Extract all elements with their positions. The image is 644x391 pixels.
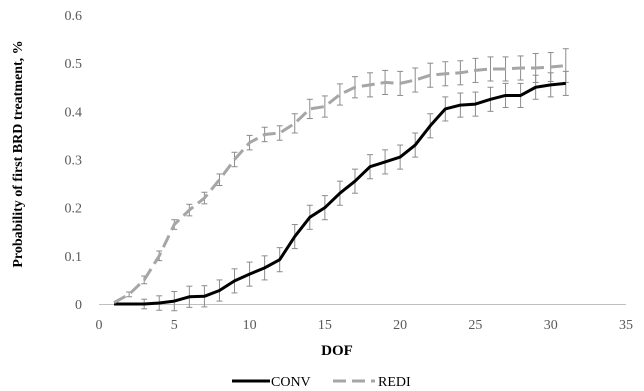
legend-label-conv: CONV bbox=[271, 375, 311, 390]
error-bar bbox=[487, 56, 494, 82]
error-bar bbox=[216, 173, 223, 187]
x-tick-label: 30 bbox=[544, 318, 558, 333]
x-axis-ticks: 0 5 10 15 20 25 30 35 bbox=[96, 318, 634, 333]
y-tick-label: 0.5 bbox=[65, 57, 83, 72]
y-tick-label: 0.6 bbox=[65, 9, 83, 24]
x-tick-label: 20 bbox=[393, 318, 407, 333]
error-bar bbox=[336, 83, 343, 106]
x-tick-label: 25 bbox=[468, 318, 482, 333]
error-bar bbox=[412, 67, 419, 93]
y-tick-label: 0.3 bbox=[65, 154, 83, 169]
x-tick-label: 10 bbox=[243, 318, 257, 333]
series-line-redi bbox=[113, 64, 566, 304]
error-bar bbox=[276, 125, 283, 141]
x-tick-label: 0 bbox=[96, 318, 103, 333]
x-tick-label: 35 bbox=[619, 318, 633, 333]
y-axis-title: Probability of first BRD treatment, % bbox=[11, 40, 26, 267]
y-tick-label: 0.1 bbox=[65, 250, 83, 265]
legend: CONV REDI bbox=[232, 375, 411, 390]
error-bar bbox=[321, 95, 328, 118]
error-bar bbox=[562, 48, 569, 83]
legend-label-redi: REDI bbox=[378, 375, 411, 390]
x-axis-title: DOF bbox=[321, 343, 353, 359]
x-tick-label: 15 bbox=[318, 318, 332, 333]
y-axis-ticks: 0 0.1 0.2 0.3 0.4 0.5 0.6 bbox=[65, 9, 83, 313]
x-tick-label: 5 bbox=[171, 318, 178, 333]
series-lines bbox=[113, 64, 566, 306]
error-bar bbox=[291, 113, 298, 134]
error-bar bbox=[306, 98, 313, 120]
y-tick-label: 0 bbox=[75, 298, 82, 313]
y-tick-label: 0.4 bbox=[65, 105, 83, 120]
y-tick-label: 0.2 bbox=[65, 202, 83, 217]
series-line-conv bbox=[114, 81, 566, 306]
error-bars bbox=[126, 48, 569, 312]
